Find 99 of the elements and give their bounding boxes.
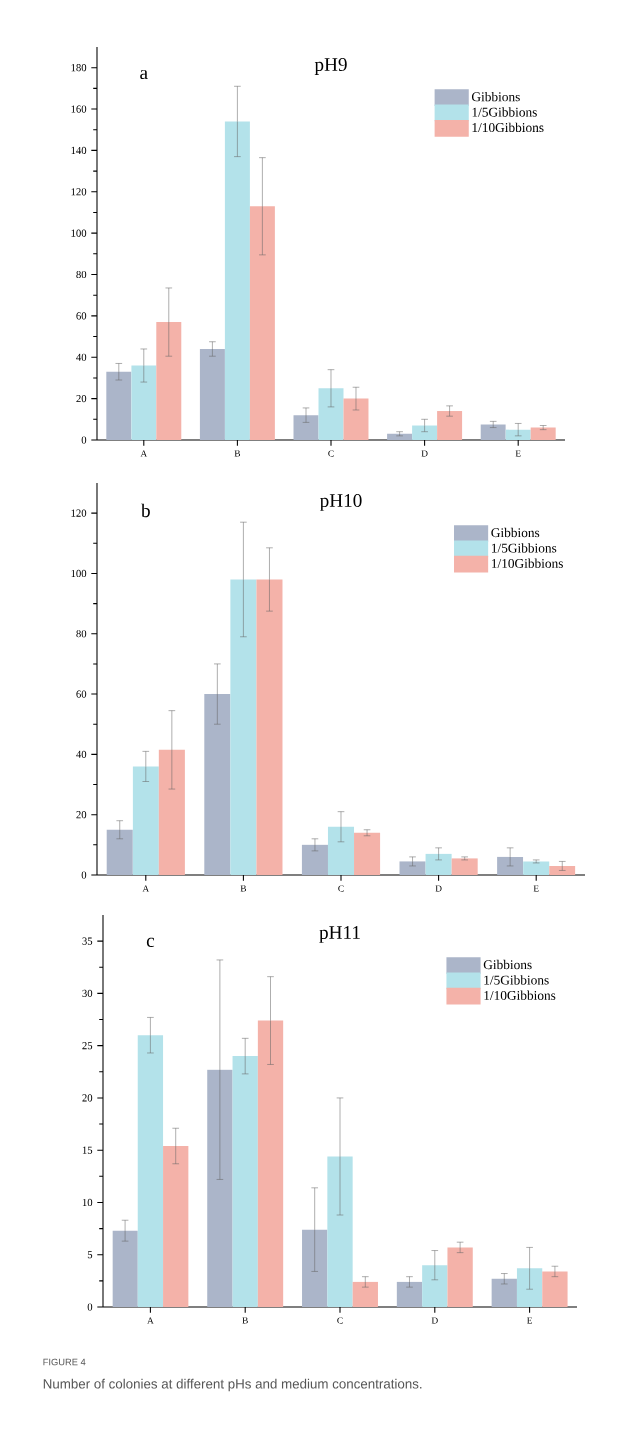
text: pH10 (319, 494, 362, 511)
bar (447, 1247, 473, 1307)
legend-label: 1/5Gibbions (492, 543, 557, 553)
bar (293, 415, 319, 440)
bar (412, 425, 438, 440)
bar (343, 398, 369, 440)
bar (523, 861, 550, 875)
bar (327, 1156, 353, 1307)
x-tick-label: A (142, 885, 150, 892)
bar (354, 832, 381, 875)
bar (106, 371, 132, 440)
bar (256, 579, 283, 875)
y-tick-label: 160 (71, 105, 87, 113)
bar (491, 1278, 517, 1307)
y-tick-label: 30 (82, 989, 93, 997)
x-tick-label: C (337, 1317, 343, 1324)
y-tick-label: 60 (76, 690, 87, 698)
legend-label: 1/10Gibbions (472, 122, 544, 133)
y-tick-label: 120 (71, 188, 87, 196)
y-tick-label: 80 (76, 630, 87, 638)
y-tick-label: 20 (76, 811, 87, 819)
y-tick-label: 10 (82, 1198, 93, 1207)
legend-label: Gibbions (483, 959, 532, 970)
legend-label: Gibbions (471, 91, 520, 102)
y-tick-label: 35 (82, 937, 93, 945)
x-tick-label: E (515, 450, 521, 457)
y-tick-label: 15 (82, 1146, 93, 1154)
bar (204, 694, 231, 875)
bar (132, 766, 159, 875)
x-tick-label: B (234, 450, 241, 457)
bar (437, 411, 463, 440)
y-tick-label: 0 (81, 436, 87, 444)
x-tick-label: A (140, 450, 148, 457)
bar (422, 1265, 448, 1307)
bar (327, 826, 355, 875)
x-tick-label: B (240, 885, 247, 892)
legend-label: 1/10Gibbions (492, 558, 563, 568)
y-tick-label: 100 (71, 569, 87, 578)
x-tick-label: E (527, 1317, 532, 1324)
caption: FIGURE 4 (43, 1358, 86, 1366)
bar (425, 853, 452, 875)
y-tick-label: 20 (76, 395, 87, 403)
bar (257, 1020, 284, 1307)
annotation: c (146, 937, 155, 948)
legend-label: 1/5Gibbions (484, 975, 549, 985)
y-tick-label: 20 (82, 1094, 93, 1102)
bar (106, 829, 133, 875)
bar (549, 865, 576, 875)
y-tick-label: 180 (71, 64, 87, 72)
bar (249, 206, 275, 440)
bar (399, 861, 426, 875)
y-tick-label: 40 (76, 750, 87, 758)
bar (137, 1035, 164, 1307)
bar (451, 858, 478, 875)
bar (396, 1281, 423, 1307)
legend-label: 1/5Gibbions (472, 107, 537, 117)
bar (207, 1069, 233, 1307)
bar (158, 749, 185, 875)
y-tick-label: 0 (81, 871, 87, 879)
annotation: b (141, 503, 150, 518)
bar (352, 1281, 378, 1307)
y-tick-label: 40 (76, 353, 87, 361)
y-tick-label: 120 (71, 509, 87, 517)
y-tick-label: 25 (82, 1042, 93, 1050)
text: pH11 (319, 926, 360, 943)
bar (156, 322, 182, 440)
x-tick-label: D (435, 885, 442, 892)
y-tick-label: 5 (87, 1251, 93, 1259)
bar (199, 348, 225, 440)
x-tick-label: D (421, 450, 428, 457)
bar (301, 844, 328, 875)
x-tick-label: C (338, 885, 344, 892)
bar (112, 1230, 138, 1307)
legend-label: 1/10Gibbions (484, 990, 556, 1000)
bar (497, 856, 524, 875)
x-tick-label: A (147, 1317, 154, 1324)
text: pH9 (314, 58, 347, 75)
y-tick-label: 80 (76, 270, 87, 279)
bar (318, 388, 344, 440)
bar (163, 1146, 189, 1307)
x-tick-label: C (328, 450, 334, 457)
bar (131, 365, 157, 440)
bar (480, 424, 506, 440)
bar (505, 429, 531, 440)
y-tick-label: 100 (71, 229, 87, 237)
bar (530, 427, 556, 440)
legend-label: Gibbions (491, 527, 540, 538)
bar (230, 579, 257, 875)
text: Number of colonies at different pHs and medium concentrations. (43, 1378, 422, 1392)
x-tick-label: B (242, 1317, 248, 1324)
annotation: a (140, 69, 148, 80)
y-tick-label: 140 (71, 146, 87, 155)
y-tick-label: 0 (87, 1303, 93, 1311)
x-tick-label: E (533, 885, 539, 892)
y-tick-label: 60 (76, 312, 87, 320)
bar (232, 1056, 258, 1307)
x-tick-label: D (431, 1317, 438, 1324)
bar (542, 1271, 568, 1307)
bar (224, 121, 250, 440)
